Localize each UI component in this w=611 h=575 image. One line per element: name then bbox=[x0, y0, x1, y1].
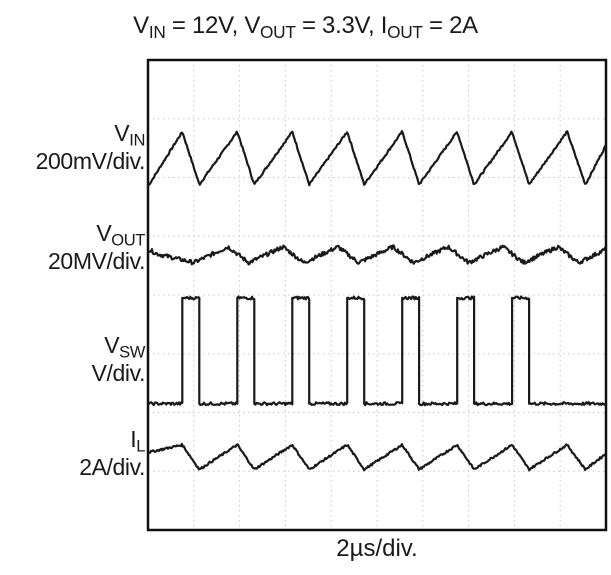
title-symbol-1: V bbox=[244, 12, 261, 39]
title-symbol-0: V bbox=[133, 12, 149, 39]
channel-label-il: IL 2A/div. bbox=[79, 425, 145, 481]
channel-label-vsw: VSW V/div. bbox=[91, 331, 146, 387]
trace-vsw bbox=[148, 295, 606, 407]
chart-title: VIN = 12V, VOUT = 3.3V, IOUT = 2A bbox=[0, 12, 611, 40]
title-subscript-2: OUT bbox=[387, 21, 423, 42]
channel-symbol: V bbox=[96, 220, 112, 247]
trace-il bbox=[147, 442, 607, 472]
channel-subscript: L bbox=[136, 436, 145, 456]
channel-symbol: I bbox=[130, 425, 137, 452]
plot-frame bbox=[146, 58, 608, 532]
traces bbox=[147, 130, 608, 472]
channel-subscript: OUT bbox=[111, 230, 145, 250]
title-subscript-1: OUT bbox=[260, 21, 296, 42]
channel-symbol: V bbox=[114, 120, 130, 147]
channel-scale: 2A/div. bbox=[79, 453, 145, 480]
title-value-2: = 2A bbox=[422, 12, 478, 39]
channel-symbol: V bbox=[104, 331, 120, 358]
title-symbol-2: I bbox=[380, 12, 388, 39]
title-value-1: = 3.3V, bbox=[295, 12, 381, 39]
title-subscript-0: IN bbox=[148, 21, 166, 42]
graticule bbox=[148, 60, 606, 530]
channel-subscript: IN bbox=[129, 130, 145, 150]
x-axis-label: 2µs/div. bbox=[336, 535, 418, 562]
channel-scale: 20MV/div. bbox=[48, 248, 145, 275]
channel-label-vin: VIN 200mV/div. bbox=[35, 119, 146, 175]
trace-vin bbox=[147, 130, 607, 187]
trace-vout bbox=[147, 244, 608, 266]
channel-label-vout: VOUT 20MV/div. bbox=[48, 219, 145, 275]
channel-scale: 200mV/div. bbox=[35, 148, 146, 175]
channel-subscript: SW bbox=[119, 342, 145, 362]
channel-scale: V/div. bbox=[91, 359, 146, 386]
title-value-0: = 12V, bbox=[165, 12, 245, 39]
